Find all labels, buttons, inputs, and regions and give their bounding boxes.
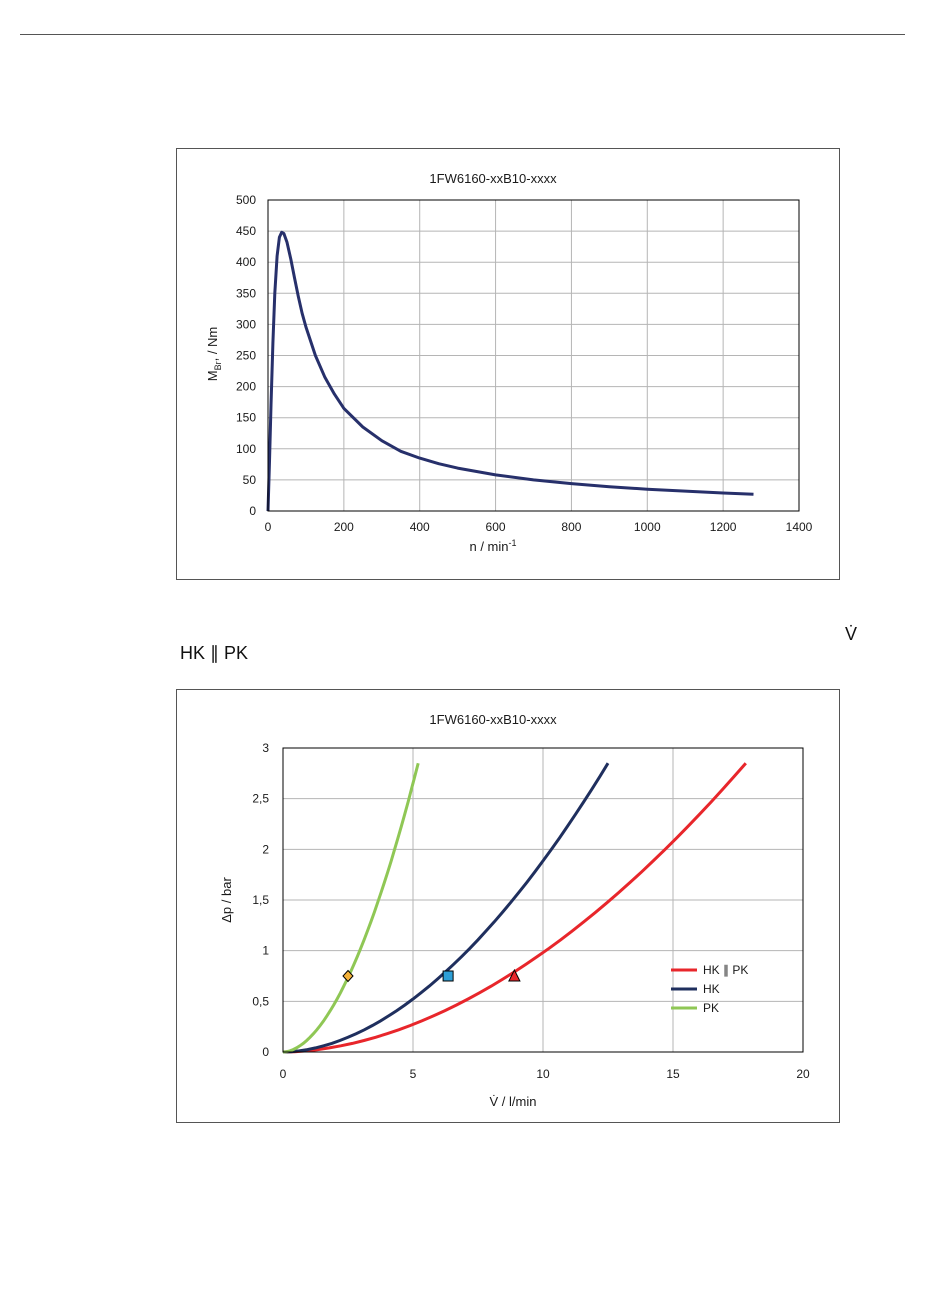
legend-label: PK [703,1001,719,1015]
chart-grid [267,199,800,512]
y-tick-label: 150 [236,411,256,425]
x-tick-label: 1200 [710,520,737,534]
chart-title: 1FW6160-xxB10-xxxx [429,712,557,727]
x-axis-label: V̇ / l/min [490,1094,537,1109]
legend: HK ∥ PK HK PK [671,963,748,1015]
x-tick-label: 1000 [634,520,661,534]
y-tick-labels: 0 50 100 150 200 250 300 350 400 450 500 [236,193,256,518]
y-tick-label: 0 [262,1045,269,1059]
y-tick-label: 3 [262,741,269,755]
x-tick-label: 600 [486,520,506,534]
flow-rate-symbol: V̇ [845,624,858,644]
pressure-drop-chart-panel: 1FW6160-xxB10-xxxx 0 5 10 15 20 0 0,5 1 1,5 2 2,5… [176,689,840,1123]
x-tick-labels: 0 200 400 600 800 1000 1200 1400 [265,520,813,534]
legend-label: HK [703,982,720,996]
y-tick-label: 0,5 [252,994,269,1008]
y-axis-label: Δp / bar [219,877,234,923]
plot-frame [282,747,804,1053]
y-tick-label: 450 [236,224,256,238]
x-tick-label: 200 [334,520,354,534]
circuit-heading: HK ∥ PK [180,643,249,663]
chart-title: 1FW6160-xxB10-xxxx [429,171,557,186]
plot-frame [267,199,800,512]
x-tick-label: 400 [410,520,430,534]
y-tick-label: 1 [262,944,269,958]
torque-chart: 1FW6160-xxB10-xxxx 0 200 400 600 800 1000 1200… [205,171,813,554]
x-tick-label: 10 [536,1067,550,1081]
series-markers [342,968,521,983]
x-tick-label: 15 [666,1067,680,1081]
y-tick-label: 400 [236,255,256,269]
y-tick-label: 200 [236,380,256,394]
legend-label: HK ∥ PK [703,963,748,977]
x-tick-label: 1400 [786,520,813,534]
x-tick-label: 0 [280,1067,287,1081]
y-tick-label: 100 [236,442,256,456]
x-tick-label: 0 [265,520,272,534]
y-tick-label: 0 [249,504,256,518]
y-tick-label: 2,5 [252,792,269,806]
chart-grid [282,747,804,1053]
y-axis-label: MBr, / Nm [205,327,223,382]
x-tick-label: 800 [561,520,581,534]
pressure-drop-chart: 1FW6160-xxB10-xxxx 0 5 10 15 20 0 0,5 1 1,5 2 2,5… [219,712,810,1109]
y-tick-label: 2 [262,842,269,856]
y-tick-label: 250 [236,349,256,363]
diamond-marker [342,969,354,983]
page-top-rule [20,34,905,35]
y-tick-label: 50 [243,473,257,487]
y-tick-labels: 0 0,5 1 1,5 2 2,5 3 [252,741,269,1059]
torque-curve [266,230,754,512]
y-tick-label: 500 [236,193,256,207]
y-tick-label: 300 [236,317,256,331]
triangle-marker [508,968,521,982]
series-line-2 [282,762,420,1054]
torque-chart-panel: 1FW6160-xxB10-xxxx 0 200 400 600 800 1000 1200… [176,148,840,580]
x-axis-label: n / min-1 [469,538,516,554]
x-tick-labels: 0 5 10 15 20 [280,1067,810,1081]
y-tick-label: 350 [236,286,256,300]
y-tick-label: 1,5 [252,893,269,907]
x-tick-label: 5 [410,1067,417,1081]
square-marker [442,970,454,982]
x-tick-label: 20 [796,1067,810,1081]
